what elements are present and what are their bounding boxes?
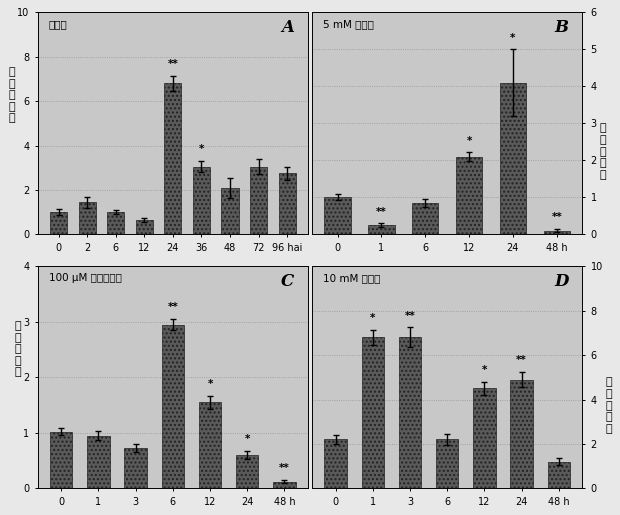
Bar xyxy=(273,482,296,488)
Bar xyxy=(544,231,570,234)
Y-axis label: 相
对
表
达
量: 相 对 表 达 量 xyxy=(14,321,21,377)
Bar xyxy=(136,220,153,234)
Bar xyxy=(361,337,384,488)
Bar xyxy=(324,439,347,488)
Bar xyxy=(436,439,458,488)
Bar xyxy=(500,82,526,234)
Bar xyxy=(324,197,351,234)
Bar xyxy=(50,432,73,488)
Bar xyxy=(193,167,210,234)
Bar xyxy=(125,449,147,488)
Text: *: * xyxy=(510,32,516,43)
Text: D: D xyxy=(554,273,569,290)
Text: **: ** xyxy=(405,311,415,321)
Text: **: ** xyxy=(279,464,290,473)
Text: **: ** xyxy=(167,59,178,69)
Text: *: * xyxy=(244,435,250,444)
Bar xyxy=(510,380,533,488)
Text: *: * xyxy=(199,144,204,154)
Bar xyxy=(278,173,296,234)
Text: **: ** xyxy=(551,212,562,222)
Bar xyxy=(50,212,67,234)
Bar xyxy=(473,388,495,488)
Text: **: ** xyxy=(516,355,527,365)
Y-axis label: 相
对
表
达
量: 相 对 表 达 量 xyxy=(599,123,606,180)
Text: C: C xyxy=(281,273,294,290)
Bar xyxy=(412,203,438,234)
Text: *: * xyxy=(466,135,472,146)
Bar xyxy=(87,436,110,488)
Bar xyxy=(199,402,221,488)
Bar xyxy=(162,324,184,488)
Text: 青枯菌: 青枯菌 xyxy=(48,19,68,29)
Text: *: * xyxy=(370,313,376,323)
Text: A: A xyxy=(281,19,294,36)
Y-axis label: 相
对
表
达
量: 相 对 表 达 量 xyxy=(8,67,15,123)
Text: 5 mM 水杨酸: 5 mM 水杨酸 xyxy=(323,19,374,29)
Bar xyxy=(547,461,570,488)
Bar xyxy=(107,212,124,234)
Text: 10 mM 乙烯利: 10 mM 乙烯利 xyxy=(323,273,380,283)
Bar xyxy=(250,167,267,234)
Text: 100 μM 茉莉酸甲酯: 100 μM 茉莉酸甲酯 xyxy=(48,273,122,283)
Text: **: ** xyxy=(167,302,178,313)
Text: **: ** xyxy=(376,207,387,216)
Text: *: * xyxy=(207,379,213,389)
Text: B: B xyxy=(555,19,569,36)
Bar xyxy=(399,337,421,488)
Bar xyxy=(221,187,239,234)
Bar xyxy=(368,225,394,234)
Bar xyxy=(164,83,182,234)
Y-axis label: 相
对
表
达
量: 相 对 表 达 量 xyxy=(605,377,612,434)
Bar xyxy=(236,455,259,488)
Bar xyxy=(79,202,95,234)
Bar xyxy=(456,157,482,234)
Text: *: * xyxy=(482,365,487,375)
